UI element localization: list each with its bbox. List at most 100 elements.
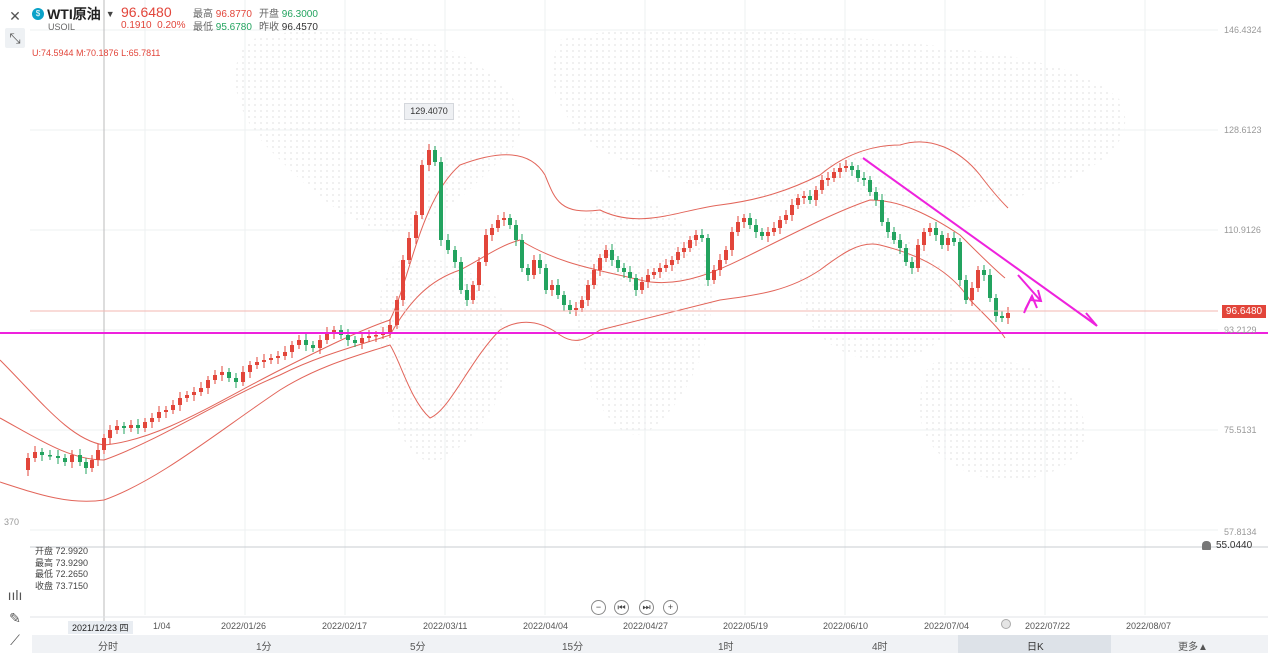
trend-line-2-head bbox=[1029, 289, 1043, 303]
candle-body bbox=[48, 455, 52, 457]
candle-body bbox=[910, 262, 914, 268]
candle-body bbox=[514, 225, 518, 240]
candle-body bbox=[988, 275, 992, 298]
candle-body bbox=[610, 250, 614, 260]
candle-body bbox=[90, 460, 94, 468]
candle-body bbox=[772, 228, 776, 232]
candle-body bbox=[496, 220, 500, 228]
candle-body bbox=[33, 452, 37, 458]
tab-timeframe-4h[interactable]: 4时 bbox=[872, 642, 888, 653]
tab-more[interactable]: 更多▲ bbox=[1178, 642, 1208, 653]
ohlc-open: 开盘 72.9920 bbox=[35, 546, 89, 556]
candle-body bbox=[598, 258, 602, 270]
candle-body bbox=[122, 426, 126, 428]
up-arrow-shaft bbox=[1023, 295, 1033, 314]
candle-body bbox=[796, 198, 800, 205]
candle-body bbox=[760, 232, 764, 236]
candle-body bbox=[886, 222, 890, 232]
cursor-tool-icon[interactable]: ⤡ bbox=[5, 28, 25, 48]
candle-body bbox=[970, 288, 974, 300]
zoom-in-button[interactable]: + bbox=[663, 600, 678, 615]
candle-body bbox=[994, 298, 998, 316]
xaxis-date: 2022/08/07 bbox=[1126, 621, 1172, 631]
chevron-down-icon[interactable]: ▼ bbox=[105, 9, 115, 19]
scroll-end-button[interactable]: ⏭ bbox=[639, 600, 654, 615]
candle-body bbox=[297, 340, 301, 345]
realtime-dot-icon[interactable] bbox=[1001, 619, 1011, 629]
tab-timeframe-daily[interactable]: 日K bbox=[1027, 642, 1044, 653]
candle-body bbox=[78, 455, 82, 462]
candle-body bbox=[477, 262, 481, 285]
tab-timeframe-1h[interactable]: 1时 bbox=[718, 642, 734, 653]
candle-body bbox=[790, 205, 794, 215]
candle-body bbox=[157, 412, 161, 418]
candle-body bbox=[136, 425, 140, 428]
candle-body bbox=[206, 380, 210, 388]
candle-body bbox=[964, 280, 968, 300]
boll-lower bbox=[0, 243, 1006, 502]
candle-body bbox=[562, 295, 566, 305]
tab-timeframe-tick[interactable]: 分时 bbox=[98, 642, 118, 653]
candle-body bbox=[427, 150, 431, 165]
pencil-icon[interactable]: ✎ bbox=[9, 609, 21, 626]
candle-body bbox=[360, 338, 364, 343]
candle-body bbox=[325, 333, 329, 340]
candle-body bbox=[736, 222, 740, 232]
candle-body bbox=[946, 238, 950, 245]
candle-body bbox=[754, 225, 758, 232]
xaxis-date: 2022/06/10 bbox=[823, 621, 869, 631]
candle-body bbox=[934, 228, 938, 235]
symbol-name: WTI原油 bbox=[47, 6, 101, 22]
candle-body bbox=[844, 166, 848, 168]
candle-body bbox=[982, 270, 986, 275]
zoom-out-button[interactable]: − bbox=[591, 600, 606, 615]
annotations bbox=[0, 157, 1268, 334]
candle-body bbox=[490, 228, 494, 235]
candle-body bbox=[395, 300, 399, 325]
symbol-icon: $ bbox=[32, 8, 44, 20]
scroll-start-button[interactable]: ⏮ bbox=[614, 600, 629, 615]
candle-body bbox=[742, 218, 746, 222]
candle-body bbox=[129, 425, 133, 428]
candle-body bbox=[568, 305, 572, 310]
candle-body bbox=[898, 240, 902, 248]
trend-line-2 bbox=[1017, 274, 1041, 301]
yaxis-tick: 146.4324 bbox=[1224, 25, 1262, 35]
stat-open: 开盘 96.3000 bbox=[259, 9, 318, 20]
candle-body bbox=[484, 235, 488, 262]
candle-body bbox=[234, 378, 238, 382]
candle-body bbox=[283, 352, 287, 356]
alert-price[interactable]: 55.0440 bbox=[1216, 540, 1253, 551]
candle-body bbox=[192, 392, 196, 395]
stat-prev-close: 昨收 96.4570 bbox=[259, 22, 318, 33]
candle-body bbox=[832, 172, 836, 178]
line-tool-icon[interactable]: ⟋ bbox=[10, 631, 20, 648]
candle-body bbox=[820, 180, 824, 190]
candle-body bbox=[928, 228, 932, 232]
tab-timeframe-15m[interactable]: 15分 bbox=[562, 642, 584, 653]
change-pct: 0.20% bbox=[157, 20, 186, 31]
symbol-header[interactable]: $ WTI原油 ▼ bbox=[32, 4, 115, 24]
candle-body bbox=[353, 340, 357, 343]
tab-timeframe-1m[interactable]: 1分 bbox=[256, 642, 272, 653]
candle-body bbox=[143, 422, 147, 428]
indicator-icon[interactable]: ıılı bbox=[7, 587, 23, 603]
candle-body bbox=[592, 270, 596, 285]
candle-body bbox=[199, 388, 203, 392]
tab-timeframe-5m[interactable]: 5分 bbox=[410, 642, 426, 653]
current-price-tag: 96.6480 bbox=[1222, 305, 1266, 318]
candle-body bbox=[586, 285, 590, 300]
close-icon[interactable]: ✕ bbox=[9, 7, 21, 24]
crosshair-date: 2021/12/23 四 bbox=[68, 621, 133, 634]
candle-body bbox=[255, 362, 259, 365]
stat-high: 最高 96.8770 bbox=[193, 9, 252, 20]
candle-body bbox=[544, 268, 548, 290]
bell-icon[interactable] bbox=[1202, 541, 1211, 550]
candle-body bbox=[634, 278, 638, 290]
candle-body bbox=[465, 290, 469, 300]
candle-body bbox=[874, 192, 878, 200]
ohlc-low: 最低 72.2650 bbox=[35, 569, 89, 579]
candle-body bbox=[414, 215, 418, 238]
candle-body bbox=[574, 308, 578, 310]
